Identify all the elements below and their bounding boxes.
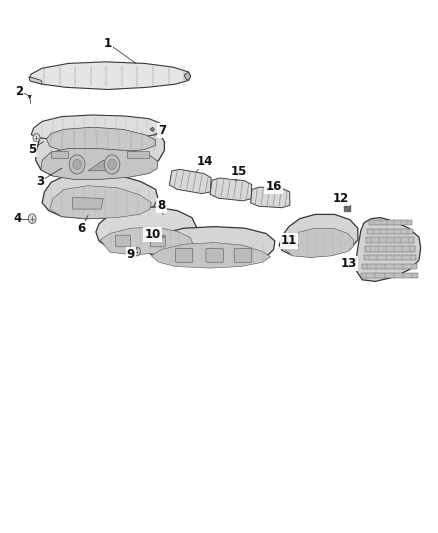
Polygon shape <box>279 214 358 257</box>
Polygon shape <box>41 149 158 179</box>
Polygon shape <box>369 220 413 225</box>
Polygon shape <box>361 273 418 278</box>
Polygon shape <box>284 228 353 257</box>
Polygon shape <box>150 127 154 132</box>
Polygon shape <box>49 185 151 219</box>
Text: 16: 16 <box>265 180 282 193</box>
Text: 15: 15 <box>230 165 247 179</box>
Polygon shape <box>365 246 415 252</box>
Polygon shape <box>367 229 413 234</box>
Polygon shape <box>251 187 290 208</box>
Polygon shape <box>88 160 119 171</box>
Text: 14: 14 <box>197 155 213 168</box>
Polygon shape <box>364 255 416 261</box>
Polygon shape <box>362 264 417 269</box>
Polygon shape <box>127 151 149 158</box>
Polygon shape <box>210 178 251 201</box>
Text: 13: 13 <box>341 257 357 270</box>
Text: 10: 10 <box>145 228 161 241</box>
Polygon shape <box>42 173 158 219</box>
FancyBboxPatch shape <box>150 235 165 247</box>
Circle shape <box>73 159 81 169</box>
Polygon shape <box>28 95 31 99</box>
Text: 11: 11 <box>281 235 297 247</box>
Polygon shape <box>184 72 191 80</box>
Polygon shape <box>73 197 103 209</box>
Text: 12: 12 <box>333 192 350 205</box>
Text: 2: 2 <box>15 85 23 98</box>
FancyBboxPatch shape <box>175 248 193 262</box>
Polygon shape <box>145 227 275 264</box>
Text: 7: 7 <box>158 124 166 137</box>
Polygon shape <box>354 217 421 281</box>
Text: 1: 1 <box>104 37 112 50</box>
Polygon shape <box>31 115 163 141</box>
Text: 6: 6 <box>78 222 85 235</box>
Circle shape <box>108 159 117 169</box>
Circle shape <box>69 155 85 174</box>
Polygon shape <box>35 122 164 179</box>
Polygon shape <box>96 207 196 251</box>
Polygon shape <box>29 77 42 84</box>
Polygon shape <box>29 62 191 90</box>
Text: 5: 5 <box>28 143 36 156</box>
Text: 8: 8 <box>157 199 166 212</box>
Polygon shape <box>151 243 271 268</box>
Text: 9: 9 <box>127 248 135 261</box>
Text: 3: 3 <box>36 175 44 188</box>
FancyBboxPatch shape <box>116 235 131 247</box>
Polygon shape <box>366 237 414 243</box>
Polygon shape <box>51 151 68 158</box>
Polygon shape <box>169 169 211 193</box>
FancyBboxPatch shape <box>206 248 223 262</box>
FancyBboxPatch shape <box>234 248 252 262</box>
Polygon shape <box>100 227 193 255</box>
Text: 4: 4 <box>13 212 21 225</box>
Circle shape <box>104 155 120 174</box>
Polygon shape <box>46 127 155 153</box>
Circle shape <box>28 214 36 223</box>
Circle shape <box>33 134 40 142</box>
Circle shape <box>134 247 141 256</box>
